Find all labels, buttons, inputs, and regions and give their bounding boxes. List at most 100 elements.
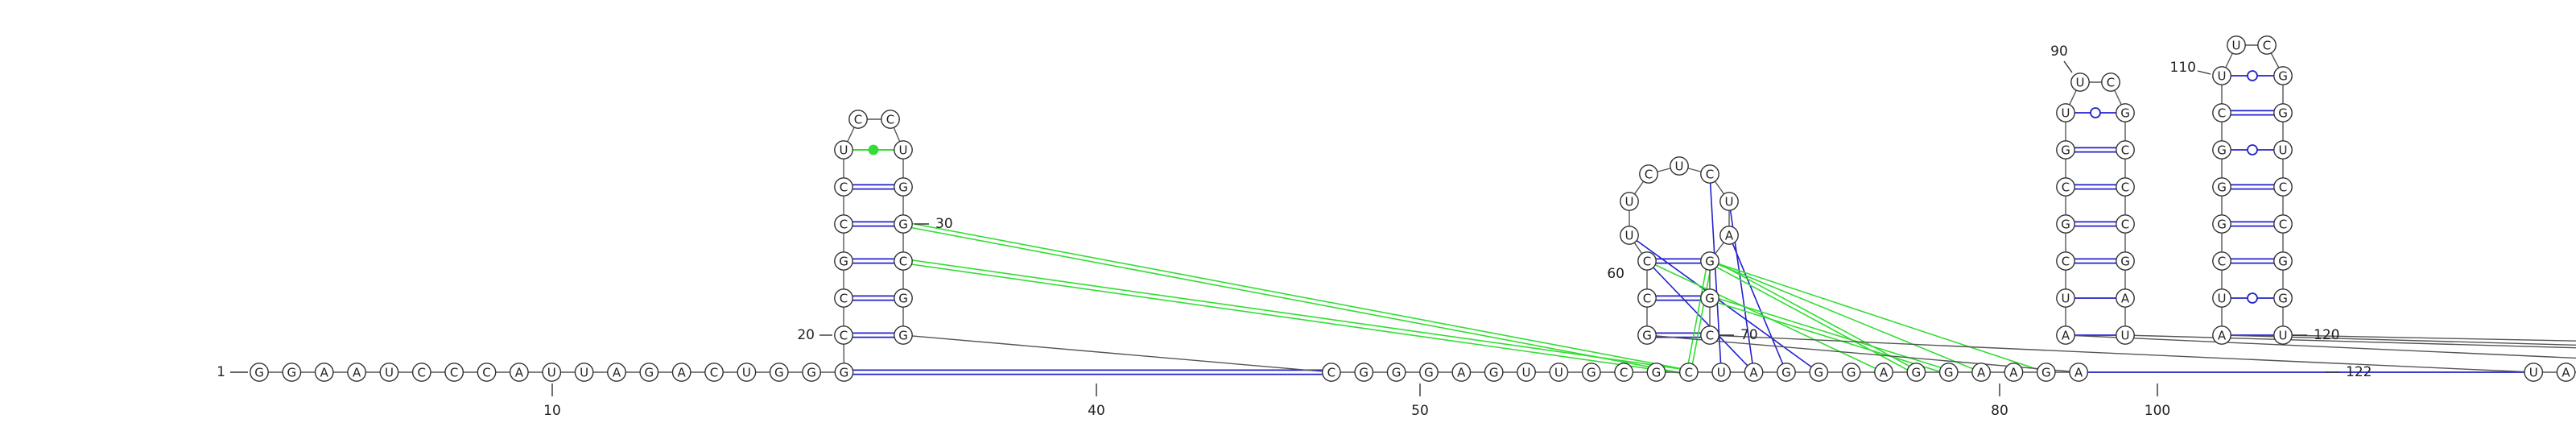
nucleotide: C <box>2263 39 2271 53</box>
nucleotide: G <box>2217 143 2227 158</box>
nucleotide: C <box>2218 255 2226 269</box>
position-label: 20 <box>797 327 815 343</box>
nucleotide: C <box>450 366 458 380</box>
nucleotide-circle <box>848 110 868 129</box>
nucleotide-circle <box>1517 363 1536 382</box>
nucleotide-circle <box>2116 288 2135 308</box>
nucleotide-circle <box>894 288 913 308</box>
nucleotide-circle <box>2273 325 2293 345</box>
tertiary-line <box>1728 234 1787 373</box>
nucleotide-circle <box>1906 363 1926 382</box>
nucleotide-circle <box>2101 73 2120 92</box>
nucleotide: C <box>2062 255 2070 269</box>
nucleotide-circle <box>834 325 853 345</box>
nucleotide: G <box>898 329 908 343</box>
nucleotide: G <box>840 366 849 380</box>
nucleotide-circle <box>250 363 269 382</box>
nucleotide: C <box>710 366 718 380</box>
nucleotide-circle <box>894 177 913 197</box>
nucleotide: C <box>840 218 848 232</box>
nucleotide: G <box>2041 366 2051 380</box>
nucleotide-circle <box>2212 325 2231 345</box>
nucleotide-circle <box>834 251 853 271</box>
nucleotide-circle <box>2056 103 2075 122</box>
nucleotide-circle <box>2273 66 2293 85</box>
nucleotide: U <box>2062 292 2070 306</box>
nucleotide-circle <box>2056 288 2075 308</box>
backbone-segment <box>1709 334 2534 373</box>
nucleotide-circle <box>2056 214 2075 234</box>
nucleotide: G <box>2120 106 2130 121</box>
label-tick <box>2063 60 2073 73</box>
nucleotide: U <box>2232 39 2241 53</box>
backbone-segment <box>902 334 1331 373</box>
nucleotide: G <box>287 366 297 380</box>
nucleotide: G <box>774 366 784 380</box>
nucleotide: U <box>2218 69 2227 84</box>
nucleotide-circle <box>2004 363 2024 382</box>
nucleotide-circle <box>1744 363 1764 382</box>
nucleotide: U <box>742 366 751 380</box>
nucleotide: C <box>2279 180 2287 195</box>
nucleotide-circle <box>1639 164 1658 184</box>
tertiary-line <box>902 225 1689 375</box>
nucleotide-circle <box>1637 251 1657 271</box>
nucleotide-circle <box>2116 325 2135 345</box>
nucleotide: G <box>2217 180 2227 195</box>
nucleotide: C <box>899 255 907 269</box>
wobble-bond <box>2247 292 2258 304</box>
nucleotide-circle <box>1354 363 1374 382</box>
nucleotide-circle <box>834 140 853 160</box>
nucleotide-circle <box>1646 363 1666 382</box>
nucleotide-circle <box>2056 177 2075 197</box>
nucleotide: G <box>1392 366 1402 380</box>
nucleotide-circle <box>894 214 913 234</box>
nucleotide-circle <box>2212 288 2231 308</box>
nucleotide: A <box>2074 366 2083 380</box>
position-label: 1 <box>217 364 225 380</box>
nucleotide: C <box>840 180 848 195</box>
position-label: 60 <box>1607 266 1624 282</box>
nucleotide-circle <box>1809 363 1829 382</box>
nucleotide: G <box>1705 255 1715 269</box>
nucleotide: A <box>2009 366 2018 380</box>
tertiary-line <box>1709 173 1722 373</box>
nucleotide: C <box>2062 180 2070 195</box>
nucleotide: C <box>840 292 848 306</box>
nucleotide: U <box>2121 329 2130 343</box>
nucleotide: G <box>1642 329 1652 343</box>
tertiary-line <box>903 221 1690 371</box>
nucleotide-circle <box>2036 363 2056 382</box>
nucleotide: A <box>2562 366 2570 380</box>
nucleotide: U <box>1625 195 1634 209</box>
nucleotide: C <box>2121 143 2129 158</box>
nucleotide-circle <box>2257 35 2277 55</box>
position-label: 100 <box>2145 403 2170 419</box>
nucleotide-circle <box>894 325 913 345</box>
nucleotide: U <box>1625 229 1634 243</box>
nucleotide: U <box>2062 106 2070 121</box>
nucleotide-circle <box>2212 251 2231 271</box>
nucleotide-circle <box>2273 288 2293 308</box>
nucleotide: C <box>1706 329 1714 343</box>
nucleotide-circle <box>1549 363 1569 382</box>
nucleotide-circle <box>671 363 691 382</box>
nucleotide: C <box>2121 180 2129 195</box>
nucleotide: G <box>2061 218 2070 232</box>
backbone-segment <box>2065 334 2576 359</box>
nucleotide-circle <box>1386 363 1406 382</box>
nucleotide: G <box>898 180 908 195</box>
nucleotide-circle <box>2212 66 2231 85</box>
nucleotide: C <box>1643 292 1651 306</box>
nucleotide-circle <box>1484 363 1504 382</box>
nucleotide-circle <box>802 363 822 382</box>
nucleotide: C <box>418 366 426 380</box>
nucleotide-circle <box>1637 325 1657 345</box>
nucleotide-circle <box>2116 140 2135 160</box>
nucleotide: C <box>1327 366 1335 380</box>
nucleotide: U <box>1554 366 1563 380</box>
nucleotide-circle <box>834 288 853 308</box>
bonds <box>844 70 2534 375</box>
nucleotide: A <box>515 366 524 380</box>
